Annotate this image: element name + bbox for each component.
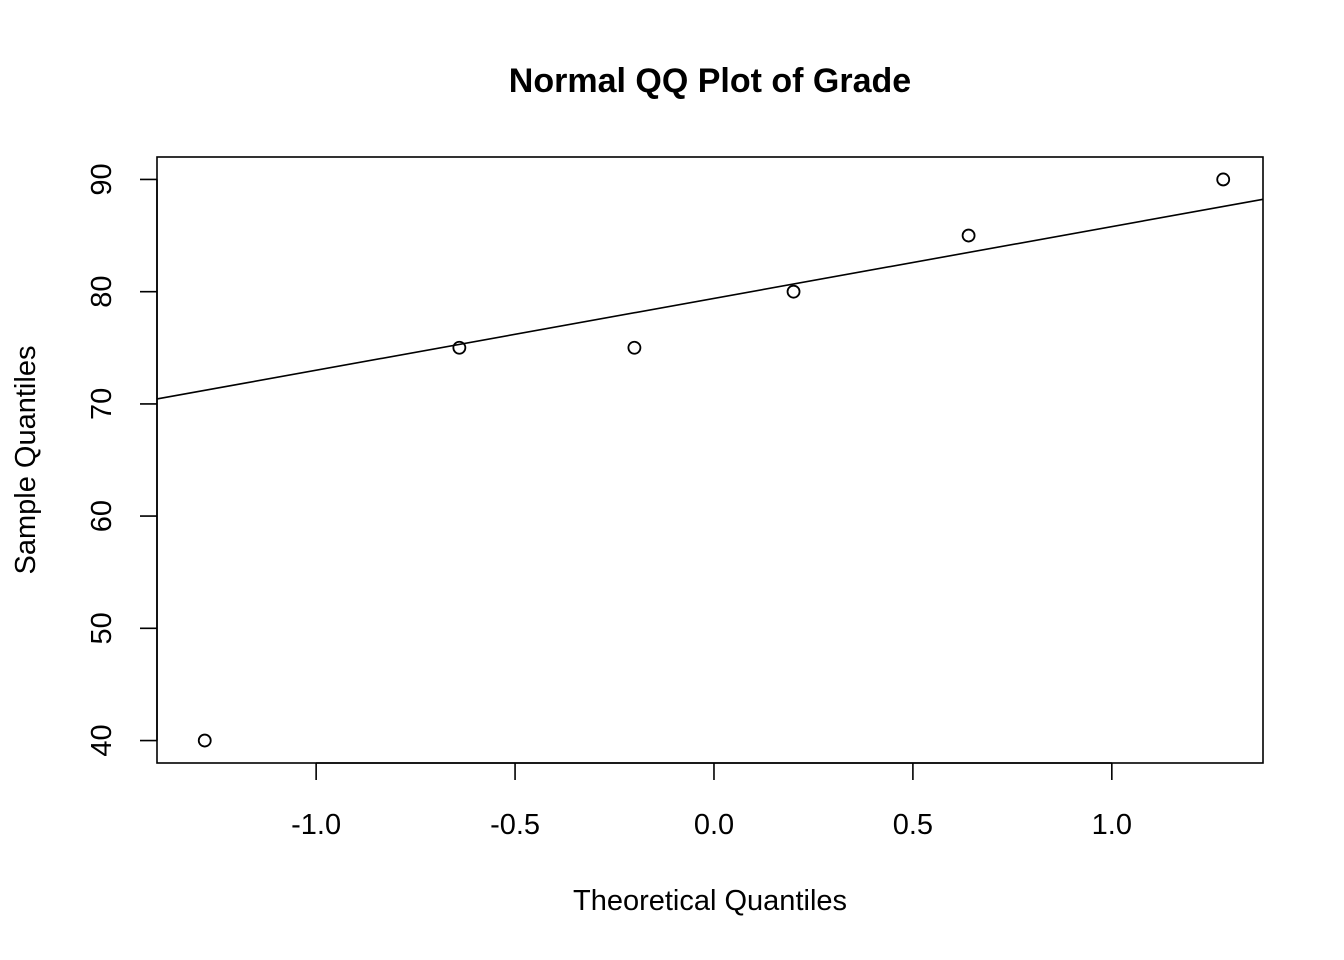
x-tick-label: -1.0 bbox=[291, 809, 341, 841]
x-tick-label: 0.5 bbox=[893, 809, 933, 841]
y-tick-label: 80 bbox=[86, 276, 118, 308]
data-point-4 bbox=[786, 284, 801, 299]
reference-line-layer bbox=[156, 198, 1264, 400]
data-point-5 bbox=[961, 228, 976, 243]
data-point-1 bbox=[197, 733, 212, 748]
y-axis-label: Sample Quantiles bbox=[10, 346, 42, 575]
qq-reference-line bbox=[156, 198, 1264, 400]
x-tick-label: -0.5 bbox=[490, 809, 540, 841]
x-tick-label: 0.0 bbox=[694, 809, 734, 841]
data-point-3 bbox=[627, 340, 642, 355]
y-tick-label: 90 bbox=[86, 163, 118, 195]
y-tick-label: 70 bbox=[86, 388, 118, 420]
plot-frame bbox=[156, 156, 1264, 764]
y-axis: 40 50 60 70 80 90 bbox=[86, 163, 158, 757]
data-point-2 bbox=[452, 340, 467, 355]
data-point-6 bbox=[1216, 172, 1231, 187]
y-tick-label: 60 bbox=[86, 500, 118, 532]
chart-title: Normal QQ Plot of Grade bbox=[509, 62, 911, 100]
y-tick-label: 40 bbox=[86, 724, 118, 756]
x-axis-label: Theoretical Quantiles bbox=[573, 885, 847, 917]
y-tick-label: 50 bbox=[86, 612, 118, 644]
x-axis: -1.0 -0.5 0.0 0.5 1.0 bbox=[291, 762, 1132, 841]
x-tick-label: 1.0 bbox=[1092, 809, 1132, 841]
points-layer bbox=[197, 172, 1231, 748]
